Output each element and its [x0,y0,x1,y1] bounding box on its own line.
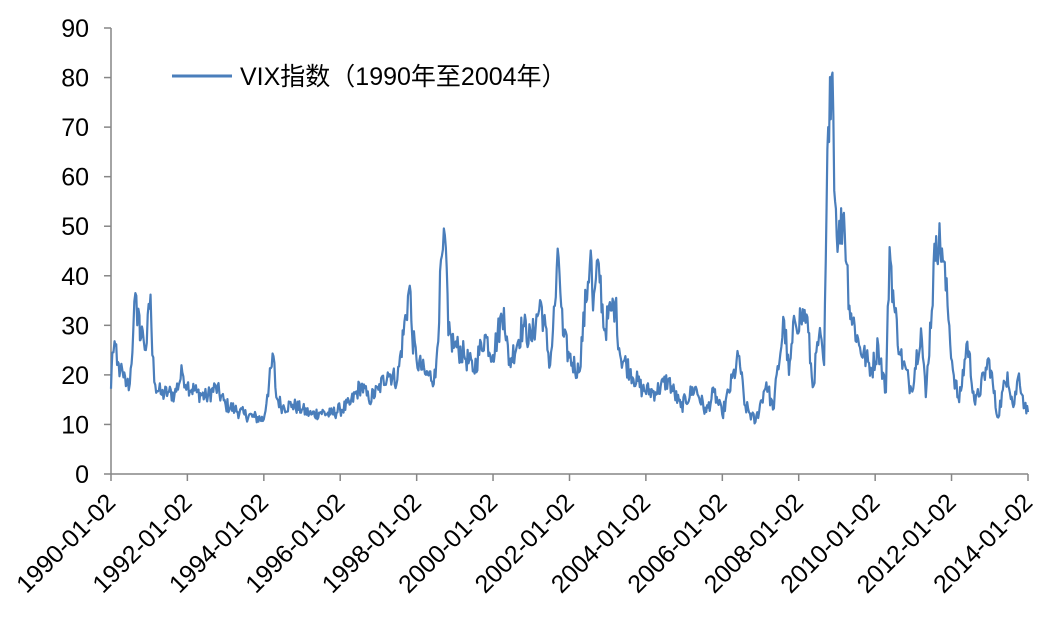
y-tick-label: 50 [61,213,89,241]
y-tick-label: 10 [61,411,89,439]
y-tick-label: 60 [61,164,89,192]
series-layer [109,71,1030,425]
series-line-vix [109,71,1030,425]
y-axis: 0 10 20 30 40 50 60 70 80 90 [61,15,112,489]
y-tick-label: 0 [75,461,89,489]
legend-label: VIX指数（1990年至2004年） [240,63,567,91]
y-tick-label: 40 [61,263,89,291]
y-tick-label: 80 [61,65,89,93]
y-tick-label: 30 [61,312,89,340]
y-tick-label: 20 [61,362,89,390]
legend: VIX指数（1990年至2004年） [172,63,567,91]
x-axis: 1990-01-021992-01-021994-01-021996-01-02… [11,473,1038,599]
y-tick-label: 70 [61,114,89,142]
y-tick-label: 90 [61,15,89,43]
